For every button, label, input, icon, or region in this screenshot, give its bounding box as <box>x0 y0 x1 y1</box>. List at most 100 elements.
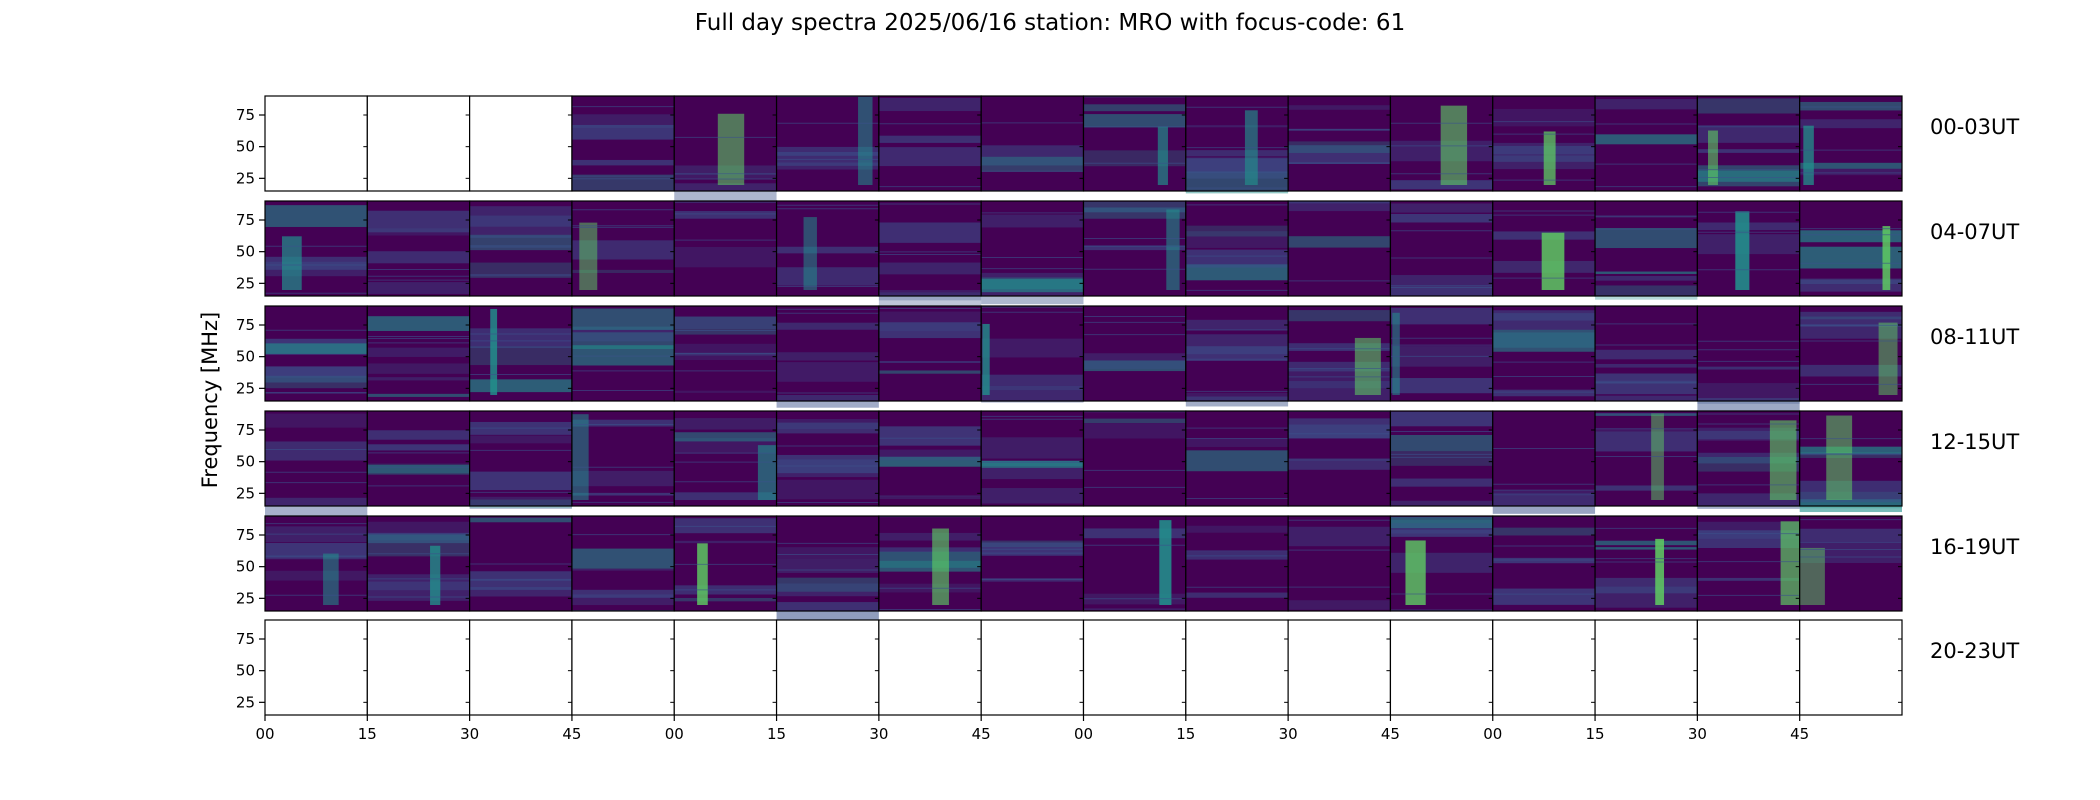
spectrogram-panel <box>980 95 1085 192</box>
spectrogram-panel <box>775 200 880 297</box>
spectrogram-panel <box>1082 200 1187 297</box>
x-tick-label: 45 <box>562 725 581 743</box>
spectrogram-panel <box>1185 200 1289 297</box>
x-tick-label: 15 <box>1586 725 1605 743</box>
spectrogram-panel <box>1082 95 1187 192</box>
spectrogram-panel <box>1492 200 1596 297</box>
spectra-row <box>264 95 1903 203</box>
spectrogram-panel <box>1799 619 1903 716</box>
spectrogram-panel <box>1594 305 1698 402</box>
spectrogram-panel <box>1594 619 1698 716</box>
spectrogram-panel <box>673 619 778 716</box>
spectrogram-panel <box>673 515 778 612</box>
spectrogram-panel <box>571 410 675 507</box>
x-tick-label: 15 <box>1176 725 1195 743</box>
spectrogram-panel <box>878 200 982 309</box>
spectrogram-panel <box>1799 410 1903 513</box>
y-tick-label: 75 <box>236 526 255 544</box>
spectrogram-panel <box>1185 410 1289 507</box>
row-time-label: 12-15UT <box>1930 430 2019 454</box>
x-tick-label: 15 <box>767 725 786 743</box>
spectrogram-panel <box>1799 305 1903 402</box>
spectrogram-panel <box>571 200 675 297</box>
spectrogram-panel <box>878 619 982 716</box>
spectrogram-panel <box>1389 410 1494 507</box>
spectrogram-panel <box>1389 95 1494 192</box>
spectrogram-panel <box>1082 515 1187 612</box>
spectrogram-panel <box>1696 410 1801 509</box>
spectrogram-panel <box>1287 95 1392 192</box>
spectrogram-panel <box>264 95 368 192</box>
spectra-row <box>264 410 1903 517</box>
spectrogram-panel <box>571 619 675 716</box>
spectrogram-panel <box>775 305 880 408</box>
spectrogram-panel <box>980 515 1085 612</box>
chart-title: Full day spectra 2025/06/16 station: MRO… <box>694 10 1406 36</box>
spectrogram-panel <box>366 619 471 716</box>
spectrogram-panel <box>1389 200 1494 297</box>
spectrogram-panel <box>980 410 1085 507</box>
x-tick-label: 30 <box>869 725 888 743</box>
x-tick-label: 30 <box>1688 725 1707 743</box>
y-tick-label: 75 <box>236 630 255 648</box>
spectrogram-panel <box>775 95 880 192</box>
spectrogram-panel <box>1082 410 1187 507</box>
spectrogram-panel <box>673 410 784 507</box>
spectrogram-panel <box>775 410 880 507</box>
spectrogram-panel <box>366 95 471 192</box>
spectrogram-panel <box>980 200 1085 305</box>
spectrogram-panel <box>1185 95 1289 194</box>
x-tick-label: 45 <box>1790 725 1809 743</box>
y-tick-label: 25 <box>236 169 255 187</box>
spectrogram-panel <box>264 305 368 402</box>
spectrogram-panel <box>1799 200 1903 297</box>
spectrogram-panel <box>878 410 982 507</box>
y-tick-label: 75 <box>236 316 255 334</box>
spectrogram-panel <box>673 200 778 297</box>
x-tick-label: 30 <box>460 725 479 743</box>
spectrogram-panel <box>1287 305 1392 402</box>
spectrogram-panel <box>366 410 471 507</box>
y-tick-label: 50 <box>236 348 255 366</box>
spectrogram-panel <box>366 200 471 297</box>
spectrogram-panel <box>366 515 471 612</box>
y-tick-label: 50 <box>236 558 255 576</box>
spectrogram-panel <box>1594 200 1698 300</box>
spectrogram-panel <box>366 305 471 402</box>
x-tick-label: 00 <box>255 725 274 743</box>
spectrogram-panel <box>878 95 982 192</box>
spectrogram-panel <box>469 305 573 402</box>
x-tick-label: 00 <box>1074 725 1093 743</box>
spectrogram-panel <box>571 305 675 402</box>
spectrogram-panel <box>571 515 675 612</box>
y-tick-label: 50 <box>236 662 255 680</box>
spectrogram-panel <box>469 95 573 192</box>
row-time-label: 00-03UT <box>1930 115 2019 139</box>
spectrogram-panel <box>1185 619 1289 716</box>
spectrogram-panel <box>878 515 982 612</box>
x-tick-label: 30 <box>1279 725 1298 743</box>
spectrogram-panel <box>469 619 573 716</box>
y-tick-label: 75 <box>236 211 255 229</box>
row-time-label: 04-07UT <box>1930 220 2019 244</box>
spectrogram-panel <box>1082 619 1187 716</box>
y-tick-label: 25 <box>236 379 255 397</box>
spectra-row <box>264 200 1903 309</box>
spectrogram-panel <box>673 305 778 402</box>
spectra-row <box>264 305 1903 420</box>
spectrogram-panel <box>1389 619 1494 716</box>
spectrogram-panel <box>1594 515 1698 612</box>
spectrogram-panel <box>1492 95 1596 192</box>
spectrogram-panel <box>1492 305 1596 402</box>
spectrogram-panel <box>673 95 778 203</box>
spectrogram-panel <box>264 410 368 517</box>
spectrogram-panel <box>1696 200 1801 297</box>
spectrogram-panel <box>775 515 880 624</box>
spectrogram-panel <box>1389 305 1494 402</box>
y-tick-label: 25 <box>236 274 255 292</box>
spectrogram-panel <box>775 619 880 716</box>
spectrogram-panel <box>1287 200 1392 297</box>
y-tick-label: 50 <box>236 453 255 471</box>
x-tick-label: 00 <box>665 725 684 743</box>
